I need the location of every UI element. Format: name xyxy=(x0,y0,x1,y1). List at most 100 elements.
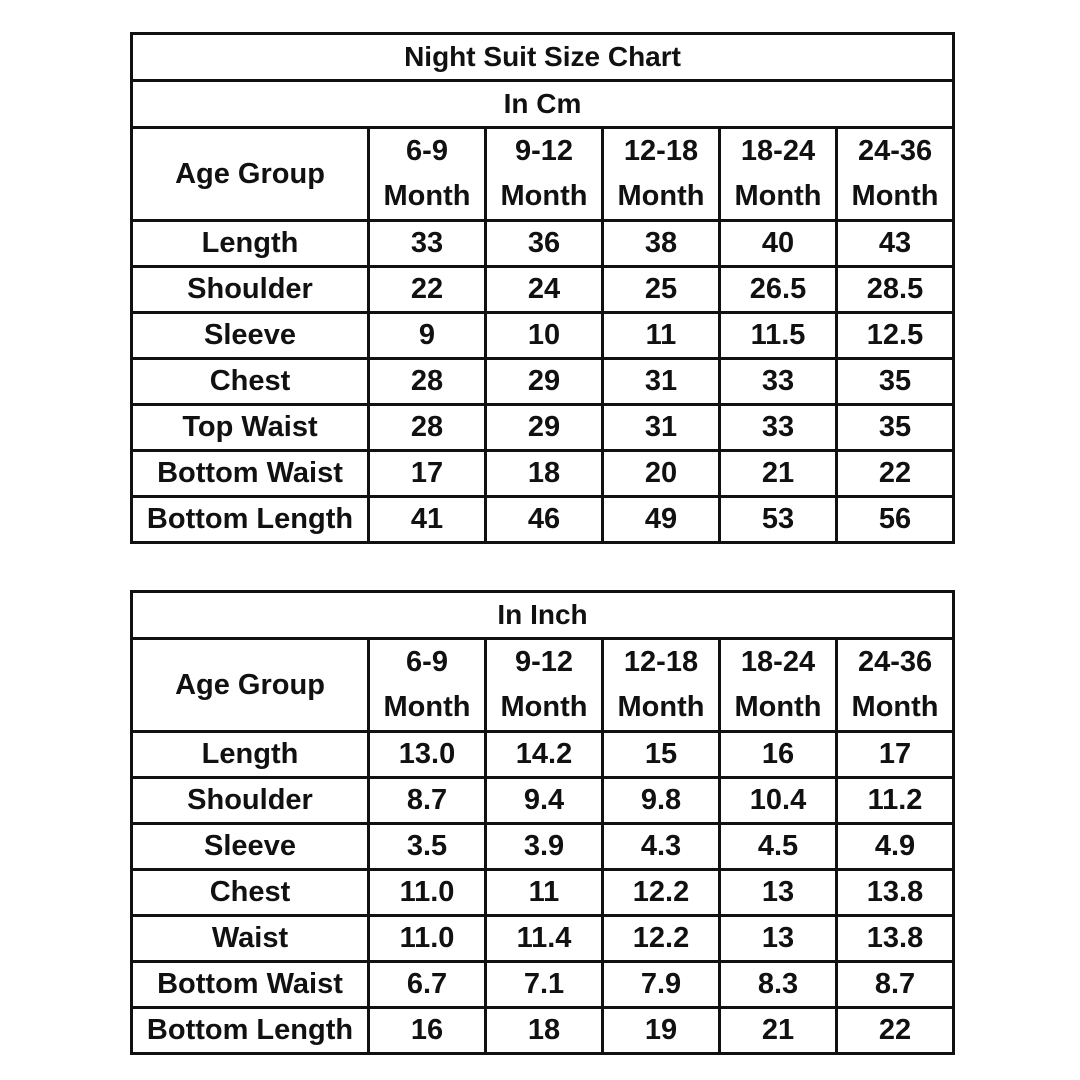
measurement-value: 40 xyxy=(718,219,838,268)
measurement-value: 18 xyxy=(484,449,604,498)
measurement-label: Top Waist xyxy=(130,403,370,452)
age-unit: Month xyxy=(383,691,471,723)
size-table-inch: In Inch Age Group 6-9 Month 9-12 Month 12-18 M… xyxy=(129,590,956,1055)
age-range: 24-36 xyxy=(857,646,933,678)
age-range: 18-24 xyxy=(740,646,816,678)
measurement-value: 10 xyxy=(484,311,604,360)
table-row: Bottom Length 16 18 19 21 22 xyxy=(130,1006,956,1055)
measurement-value: 11.0 xyxy=(367,868,487,917)
measurement-value: 14.2 xyxy=(484,730,604,779)
measurement-value: 3.5 xyxy=(367,822,487,871)
measurement-value: 20 xyxy=(601,449,721,498)
measurement-value: 9.8 xyxy=(601,776,721,825)
measurement-value: 4.5 xyxy=(718,822,838,871)
unit-label-cm: In Cm xyxy=(129,79,956,129)
measurement-value: 21 xyxy=(718,1006,838,1055)
table-row: Length 33 36 38 40 43 xyxy=(130,219,956,268)
table-row: Chest 11.0 11 12.2 13 13.8 xyxy=(130,868,956,917)
measurement-value: 6.7 xyxy=(367,960,487,1009)
measurement-value: 8.7 xyxy=(834,960,956,1009)
header-row: Age Group 6-9 Month 9-12 Month 12-18 Month 18-2… xyxy=(130,637,956,733)
age-column-header: 9-12 Month xyxy=(484,126,604,222)
measurement-value: 11.0 xyxy=(367,914,487,963)
age-range: 12-18 xyxy=(623,135,699,167)
table-row: Bottom Length 41 46 49 53 56 xyxy=(130,495,956,544)
table-row: Top Waist 28 29 31 33 35 xyxy=(130,403,956,452)
age-unit: Month xyxy=(851,180,939,212)
measurement-value: 9 xyxy=(367,311,487,360)
measurement-value: 53 xyxy=(718,495,838,544)
measurement-value: 11 xyxy=(484,868,604,917)
measurement-value: 12.2 xyxy=(601,868,721,917)
age-unit: Month xyxy=(500,180,588,212)
measurement-value: 4.9 xyxy=(834,822,956,871)
measurement-value: 31 xyxy=(601,403,721,452)
measurement-label: Waist xyxy=(130,914,370,963)
measurement-value: 22 xyxy=(834,449,956,498)
measurement-value: 36 xyxy=(484,219,604,268)
measurement-value: 10.4 xyxy=(718,776,838,825)
table-row: Sleeve 3.5 3.9 4.3 4.5 4.9 xyxy=(130,822,956,871)
measurement-value: 12.5 xyxy=(834,311,956,360)
measurement-value: 17 xyxy=(367,449,487,498)
table-row: Shoulder 8.7 9.4 9.8 10.4 11.2 xyxy=(130,776,956,825)
measurement-label: Length xyxy=(130,219,370,268)
age-unit: Month xyxy=(383,180,471,212)
age-unit: Month xyxy=(617,180,705,212)
measurement-value: 21 xyxy=(718,449,838,498)
measurement-value: 16 xyxy=(367,1006,487,1055)
measurement-value: 13 xyxy=(718,914,838,963)
measurement-value: 33 xyxy=(367,219,487,268)
measurement-label: Bottom Waist xyxy=(130,960,370,1009)
age-range: 9-12 xyxy=(514,135,574,167)
age-column-header: 9-12 Month xyxy=(484,637,604,733)
measurement-value: 8.7 xyxy=(367,776,487,825)
age-group-header: Age Group xyxy=(130,126,370,222)
measurement-value: 11.5 xyxy=(718,311,838,360)
measurement-value: 7.1 xyxy=(484,960,604,1009)
age-group-header: Age Group xyxy=(130,637,370,733)
measurement-value: 13.8 xyxy=(834,914,956,963)
measurement-value: 11.4 xyxy=(484,914,604,963)
measurement-value: 9.4 xyxy=(484,776,604,825)
measurement-label: Bottom Length xyxy=(130,1006,370,1055)
measurement-value: 28.5 xyxy=(834,265,956,314)
measurement-value: 29 xyxy=(484,357,604,406)
size-table-cm: Night Suit Size Chart In Cm Age Group 6-9… xyxy=(129,32,956,544)
age-column-header: 12-18 Month xyxy=(601,126,721,222)
age-range: 12-18 xyxy=(623,646,699,678)
measurement-value: 33 xyxy=(718,403,838,452)
measurement-value: 13 xyxy=(718,868,838,917)
header-row: Age Group 6-9 Month 9-12 Month 12-18 Month 18-2… xyxy=(130,126,956,222)
measurement-label: Shoulder xyxy=(130,265,370,314)
measurement-value: 38 xyxy=(601,219,721,268)
measurement-value: 22 xyxy=(367,265,487,314)
measurement-value: 4.3 xyxy=(601,822,721,871)
table-row: Shoulder 22 24 25 26.5 28.5 xyxy=(130,265,956,314)
table-row: Bottom Waist 17 18 20 21 22 xyxy=(130,449,956,498)
age-range: 9-12 xyxy=(514,646,574,678)
table-title: Night Suit Size Chart xyxy=(129,32,956,82)
measurement-value: 43 xyxy=(834,219,956,268)
measurement-value: 13.0 xyxy=(367,730,487,779)
age-column-header: 24-36 Month xyxy=(834,126,956,222)
measurement-value: 13.8 xyxy=(834,868,956,917)
age-column-header: 24-36 Month xyxy=(834,637,956,733)
table-row: Chest 28 29 31 33 35 xyxy=(130,357,956,406)
measurement-value: 22 xyxy=(834,1006,956,1055)
measurement-value: 11.2 xyxy=(834,776,956,825)
measurement-value: 28 xyxy=(367,403,487,452)
measurement-value: 33 xyxy=(718,357,838,406)
age-column-header: 18-24 Month xyxy=(718,637,838,733)
measurement-label: Chest xyxy=(130,357,370,406)
measurement-value: 35 xyxy=(834,357,956,406)
measurement-value: 26.5 xyxy=(718,265,838,314)
measurement-value: 28 xyxy=(367,357,487,406)
measurement-value: 56 xyxy=(834,495,956,544)
measurement-value: 31 xyxy=(601,357,721,406)
measurement-value: 3.9 xyxy=(484,822,604,871)
measurement-value: 18 xyxy=(484,1006,604,1055)
measurement-value: 8.3 xyxy=(718,960,838,1009)
age-column-header: 18-24 Month xyxy=(718,126,838,222)
measurement-label: Shoulder xyxy=(130,776,370,825)
